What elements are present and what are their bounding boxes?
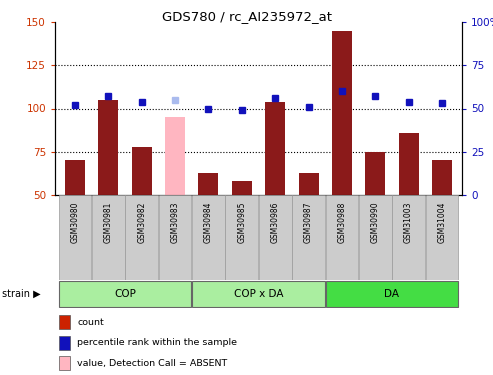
Bar <box>59 280 191 308</box>
Bar <box>365 152 385 195</box>
Bar <box>225 195 258 280</box>
Text: value, Detection Call = ABSENT: value, Detection Call = ABSENT <box>77 359 228 368</box>
Bar <box>265 102 285 195</box>
Bar <box>425 195 458 280</box>
Text: GSM30984: GSM30984 <box>204 202 213 243</box>
Bar <box>59 195 91 280</box>
Bar <box>232 181 252 195</box>
Bar <box>259 195 291 280</box>
Text: DA: DA <box>385 289 399 299</box>
Text: GSM30982: GSM30982 <box>137 202 146 243</box>
Bar <box>99 100 118 195</box>
Text: GSM30987: GSM30987 <box>304 202 313 243</box>
Bar <box>399 133 419 195</box>
Text: percentile rank within the sample: percentile rank within the sample <box>77 338 238 347</box>
Text: COP x DA: COP x DA <box>234 289 283 299</box>
Text: GSM30988: GSM30988 <box>337 202 347 243</box>
Bar <box>165 117 185 195</box>
Bar <box>432 160 452 195</box>
Text: GSM30983: GSM30983 <box>171 202 179 243</box>
Text: GSM30985: GSM30985 <box>237 202 246 243</box>
Bar <box>299 172 318 195</box>
Text: COP: COP <box>114 289 136 299</box>
Text: strain ▶: strain ▶ <box>2 289 41 299</box>
Bar <box>332 31 352 195</box>
Bar <box>65 160 85 195</box>
Bar <box>125 195 158 280</box>
Bar <box>132 147 152 195</box>
Bar <box>159 195 191 280</box>
Bar <box>292 195 325 280</box>
Bar <box>392 195 425 280</box>
Text: count: count <box>77 318 104 327</box>
Text: GSM31004: GSM31004 <box>437 202 447 243</box>
Bar <box>325 195 358 280</box>
Text: GSM30990: GSM30990 <box>371 202 380 243</box>
Text: GSM31003: GSM31003 <box>404 202 413 243</box>
Text: GSM30981: GSM30981 <box>104 202 113 243</box>
Text: GDS780 / rc_AI235972_at: GDS780 / rc_AI235972_at <box>162 10 331 23</box>
Text: GSM30986: GSM30986 <box>271 202 280 243</box>
Text: GSM30980: GSM30980 <box>70 202 79 243</box>
Bar <box>199 172 218 195</box>
Bar <box>192 195 225 280</box>
Bar <box>325 280 458 308</box>
Bar <box>359 195 391 280</box>
Bar <box>192 280 325 308</box>
Bar <box>92 195 125 280</box>
